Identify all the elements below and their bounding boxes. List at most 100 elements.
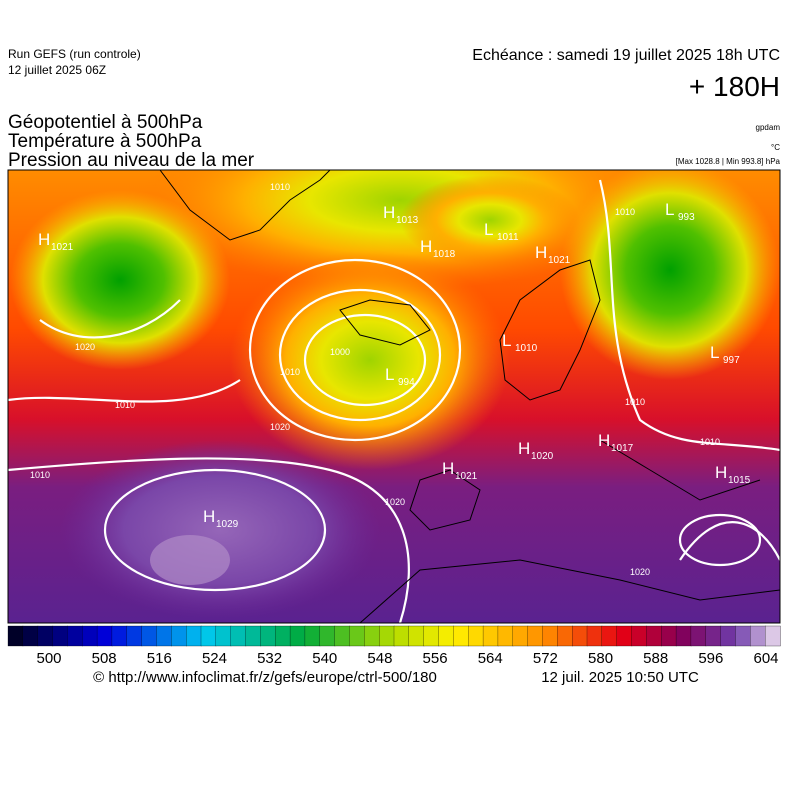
colorbar-tick-label: 596 bbox=[698, 650, 723, 667]
isobar-label: 1010 bbox=[30, 470, 50, 480]
run: Run GEFS (run controle) bbox=[8, 47, 141, 61]
center-kind: H bbox=[383, 203, 395, 222]
map-frame bbox=[7, 169, 781, 624]
colorbar-tick-label: 508 bbox=[92, 650, 117, 667]
echeance: Echéance : samedi 19 juillet 2025 18h UT… bbox=[472, 47, 780, 64]
colorbar-swatch bbox=[37, 625, 54, 647]
center-value: 1013 bbox=[396, 215, 419, 226]
title: Géopotentiel à 500hPa bbox=[8, 112, 203, 133]
colorbar-swatch bbox=[705, 625, 722, 647]
title: Pression au niveau de la mer bbox=[8, 150, 255, 171]
isobar-label: 1000 bbox=[330, 347, 350, 357]
isobar-label: 1010 bbox=[615, 207, 635, 217]
colorbar-tick-label: 572 bbox=[533, 650, 558, 667]
title: Température à 500hPa bbox=[8, 131, 202, 152]
colorbar-swatch bbox=[572, 625, 588, 647]
center-value: 1015 bbox=[728, 475, 751, 486]
colorbar-swatch bbox=[156, 625, 172, 647]
run-date: 12 juillet 2025 06Z bbox=[8, 63, 106, 77]
isobar-label: 1010 bbox=[700, 437, 720, 447]
unit: °C bbox=[771, 143, 780, 152]
colorbar-swatch bbox=[260, 625, 276, 647]
center-kind: L bbox=[710, 343, 719, 362]
center-kind: H bbox=[518, 439, 530, 458]
isobar-label: 1010 bbox=[280, 367, 300, 377]
colorbar-swatch bbox=[186, 625, 202, 647]
center-value: 1021 bbox=[548, 255, 571, 266]
center-kind: L bbox=[385, 365, 394, 384]
colorbar-tick-label: 540 bbox=[312, 650, 337, 667]
center-kind: L bbox=[502, 331, 511, 350]
isobar-label: 1020 bbox=[270, 422, 290, 432]
colorbar-swatch bbox=[171, 625, 187, 647]
center-kind: H bbox=[598, 431, 610, 450]
center-value: 994 bbox=[398, 377, 415, 388]
colorbar-swatch bbox=[379, 625, 395, 647]
center-kind: H bbox=[535, 243, 547, 262]
colorbar-swatch bbox=[52, 625, 69, 647]
colorbar-swatch bbox=[230, 625, 247, 647]
colorbar-swatch bbox=[22, 625, 39, 647]
isobar-label: 1020 bbox=[75, 342, 95, 352]
center-value: 997 bbox=[723, 355, 740, 366]
isobar-label: 1020 bbox=[630, 567, 650, 577]
colorbar-swatch bbox=[408, 625, 425, 647]
colorbar-swatch bbox=[7, 625, 24, 647]
colorbar-tick-label: 548 bbox=[367, 650, 392, 667]
center-kind: H bbox=[715, 463, 727, 482]
colorbar-swatch bbox=[96, 625, 113, 647]
center-value: 1010 bbox=[515, 343, 538, 354]
colorbar-swatch bbox=[527, 625, 544, 647]
colorbar-swatch bbox=[364, 625, 380, 647]
unit: gpdam bbox=[756, 123, 781, 132]
colorbar-swatch bbox=[245, 625, 262, 647]
colorbar-swatch bbox=[586, 625, 603, 647]
colorbar-swatch bbox=[215, 625, 232, 647]
center-kind: H bbox=[442, 459, 454, 478]
center-value: 1011 bbox=[497, 232, 519, 243]
colorbar-swatch bbox=[735, 625, 751, 647]
colorbar-tick-label: 604 bbox=[753, 650, 778, 667]
lead-time: + 180H bbox=[689, 71, 780, 102]
colorbar-swatch bbox=[453, 625, 469, 647]
colorbar-swatch bbox=[616, 625, 633, 647]
colorbar-swatch bbox=[542, 625, 558, 647]
colorbar-swatch bbox=[275, 625, 291, 647]
colorbar: 500 508 516 524 532 540 548 556 564 572 580 588 596 6… bbox=[7, 625, 781, 667]
colorbar-tick-label: 580 bbox=[588, 650, 613, 667]
colorbar-swatch bbox=[601, 625, 618, 647]
center-kind: H bbox=[420, 237, 432, 256]
center-value: 1018 bbox=[433, 249, 456, 260]
colorbar-swatch bbox=[304, 625, 321, 647]
center-kind: H bbox=[203, 507, 215, 526]
colorbar-tick-label: 516 bbox=[147, 650, 172, 667]
colorbar-tick-label: 556 bbox=[423, 650, 448, 667]
colorbar-swatch bbox=[423, 625, 440, 647]
colorbar-swatch bbox=[482, 625, 499, 647]
colorbar-swatch bbox=[720, 625, 737, 647]
center-kind: L bbox=[484, 220, 493, 239]
colorbar-swatch bbox=[631, 625, 648, 647]
isobar-label: 1010 bbox=[270, 182, 290, 192]
colorbar-swatch bbox=[289, 625, 306, 647]
source: © http://www.infoclimat.fr/z/gefs/europe… bbox=[93, 669, 437, 686]
colorbar-tick-label: 532 bbox=[257, 650, 282, 667]
center-value: 1029 bbox=[216, 519, 239, 530]
isobar-label: 1020 bbox=[385, 497, 405, 507]
colorbar-swatch bbox=[67, 625, 83, 647]
center-value: 993 bbox=[678, 212, 695, 223]
colorbar-swatch bbox=[497, 625, 514, 647]
colorbar-swatch bbox=[111, 625, 128, 647]
colorbar-swatch bbox=[661, 625, 677, 647]
generated: 12 juil. 2025 10:50 UTC bbox=[541, 669, 699, 686]
center-kind: H bbox=[38, 230, 50, 249]
colorbar-swatch bbox=[141, 625, 158, 647]
colorbar-swatch bbox=[334, 625, 351, 647]
center-value: 1021 bbox=[455, 471, 478, 482]
center-value: 1020 bbox=[531, 451, 554, 462]
colorbar-tick-label: 524 bbox=[202, 650, 227, 667]
center-kind: L bbox=[665, 200, 674, 219]
colorbar-swatch bbox=[393, 625, 410, 647]
